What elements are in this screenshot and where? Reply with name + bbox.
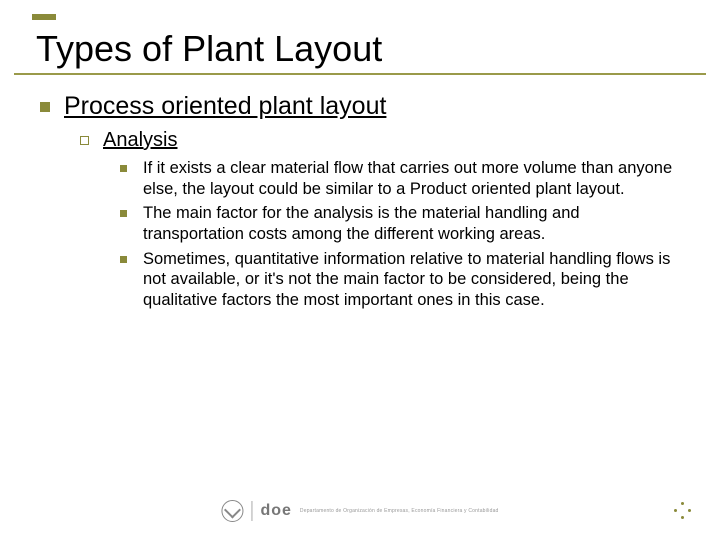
- slide-title: Types of Plant Layout: [36, 28, 382, 70]
- logo-text: doe: [260, 502, 291, 520]
- logo-subtitle: Departamento de Organización de Empresas…: [300, 508, 499, 514]
- list-item-lvl1: Process oriented plant layout: [40, 92, 680, 121]
- square-bullet-icon: [120, 165, 127, 172]
- title-underline: [14, 73, 706, 75]
- square-bullet-icon: [40, 102, 50, 112]
- lvl3-text: The main factor for the analysis is the …: [143, 203, 680, 244]
- list-item-lvl2: Analysis: [80, 129, 680, 152]
- list-item-lvl3: If it exists a clear material flow that …: [120, 158, 680, 199]
- footer-logo: doe Departamento de Organización de Empr…: [221, 500, 498, 522]
- slide-content: Process oriented plant layout Analysis I…: [40, 92, 680, 314]
- lvl1-text: Process oriented plant layout: [64, 92, 386, 121]
- list-item-lvl3: Sometimes, quantitative information rela…: [120, 249, 680, 311]
- arrow-circle-icon: [221, 500, 243, 522]
- corner-decoration-icon: [674, 502, 692, 520]
- list-item-lvl3: The main factor for the analysis is the …: [120, 203, 680, 244]
- accent-bar: [32, 14, 56, 20]
- hollow-square-bullet-icon: [80, 136, 89, 145]
- lvl3-text: Sometimes, quantitative information rela…: [143, 249, 680, 311]
- logo-separator: [251, 501, 252, 521]
- lvl2-text: Analysis: [103, 129, 177, 152]
- square-bullet-icon: [120, 210, 127, 217]
- square-bullet-icon: [120, 256, 127, 263]
- lvl3-text: If it exists a clear material flow that …: [143, 158, 680, 199]
